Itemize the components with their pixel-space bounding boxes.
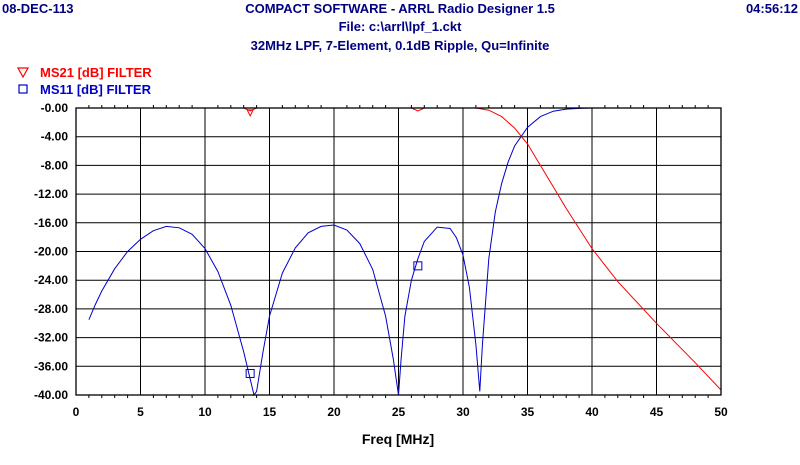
y-tick-label: -32.00	[34, 331, 68, 345]
x-tick-label: 10	[198, 405, 212, 419]
x-tick-label: 30	[456, 405, 470, 419]
grid	[75, 107, 722, 396]
ms21-marker	[246, 109, 254, 117]
legend-label-ms11: MS11 [dB] FILTER	[40, 82, 152, 97]
x-tick-label: 35	[521, 405, 535, 419]
series-line-ms11	[88, 107, 593, 397]
x-tick-label: 20	[327, 405, 341, 419]
chart-title: 32MHz LPF, 7-Element, 0.1dB Ripple, Qu=I…	[251, 38, 550, 53]
x-tick-label: 40	[585, 405, 599, 419]
x-tick-label: 15	[263, 405, 277, 419]
legend: MS21 [dB] FILTER MS11 [dB] FILTER	[16, 65, 152, 97]
x-axis-title: Freq [MHz]	[362, 431, 434, 447]
x-tick-label: 45	[650, 405, 664, 419]
x-tick-label: 25	[392, 405, 406, 419]
legend-triangle-marker	[16, 67, 30, 79]
header-date: 08-DEC-113	[2, 1, 74, 16]
y-tick-label: -0.00	[41, 101, 69, 115]
ms11-marker	[245, 368, 255, 378]
y-tick-label: -36.00	[34, 359, 68, 373]
header-title: COMPACT SOFTWARE - ARRL Radio Designer 1…	[245, 1, 555, 16]
y-tick-label: -4.00	[41, 130, 69, 144]
x-tick-label: 50	[714, 405, 728, 419]
series-line-ms21	[88, 107, 722, 391]
y-tick-label: -40.00	[34, 388, 68, 402]
y-tick-label: -20.00	[34, 245, 68, 259]
y-tick-label: -12.00	[34, 187, 68, 201]
header-file: File: c:\arrl\lpf_1.ckt	[339, 19, 462, 34]
ms11-marker	[413, 261, 423, 271]
plot-frame	[75, 107, 722, 396]
y-tick-label: -16.00	[34, 216, 68, 230]
x-tick-label: 0	[73, 405, 80, 419]
y-tick-label: -8.00	[41, 158, 69, 172]
y-tick-label: -24.00	[34, 273, 68, 287]
header-time: 04:56:12	[746, 1, 798, 16]
legend-square-marker	[18, 84, 28, 94]
series-group	[88, 107, 722, 397]
legend-label-ms21: MS21 [dB] FILTER	[40, 65, 152, 80]
axis-ticks: -0.00 -4.00 -8.00 -12.00 -16.00 -20.00 -24.00 -…	[34, 101, 728, 419]
x-tick-label: 5	[137, 405, 144, 419]
y-tick-label: -28.00	[34, 302, 68, 316]
